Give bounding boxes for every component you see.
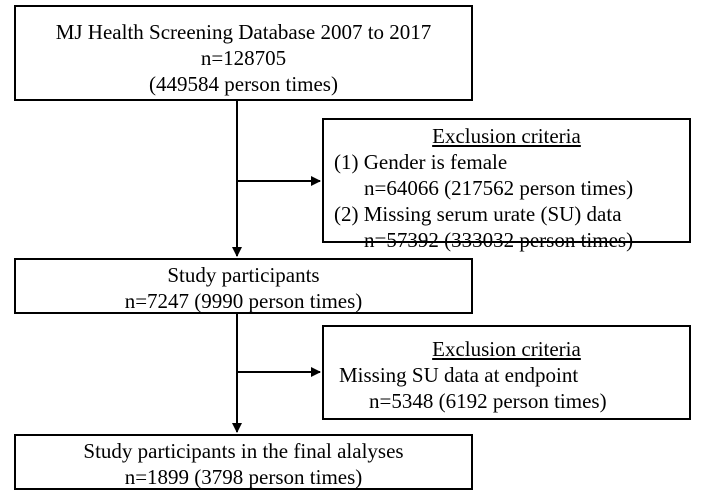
exclusion-criteria-box-2: Exclusion criteria Missing SU data at en… — [322, 325, 691, 420]
final-title: Study participants in the final alalyses — [83, 439, 404, 463]
study-participants-title: Study participants — [167, 263, 320, 287]
study-participants-box: Study participants n=7247 (9990 person t… — [14, 258, 473, 314]
final-n: n=1899 (3798 person times) — [124, 465, 363, 489]
exclusion-1-heading: Exclusion criteria — [432, 124, 581, 148]
exclusion-2-criterion-n: n=5348 (6192 person times) — [369, 389, 607, 413]
database-box: MJ Health Screening Database 2007 to 201… — [14, 5, 473, 101]
exclusion-2-heading: Exclusion criteria — [432, 337, 581, 361]
exclusion-1-criterion-1: (1) Gender is female — [334, 150, 508, 174]
database-person-times: (449584 person times) — [149, 72, 338, 96]
exclusion-1-criterion-2-n: n=57392 (333032 person times) — [364, 228, 634, 252]
study-participants-n: n=7247 (9990 person times) — [124, 289, 363, 313]
final-analysis-box: Study participants in the final alalyses… — [14, 434, 473, 490]
exclusion-criteria-box-1: Exclusion criteria (1) Gender is female … — [322, 118, 691, 252]
exclusion-1-criterion-2: (2) Missing serum urate (SU) data — [334, 202, 622, 226]
exclusion-1-criterion-1-n: n=64066 (217562 person times) — [364, 176, 634, 200]
database-title: MJ Health Screening Database 2007 to 201… — [55, 20, 432, 44]
database-n: n=128705 — [200, 46, 287, 70]
exclusion-2-criterion: Missing SU data at endpoint — [339, 363, 579, 387]
